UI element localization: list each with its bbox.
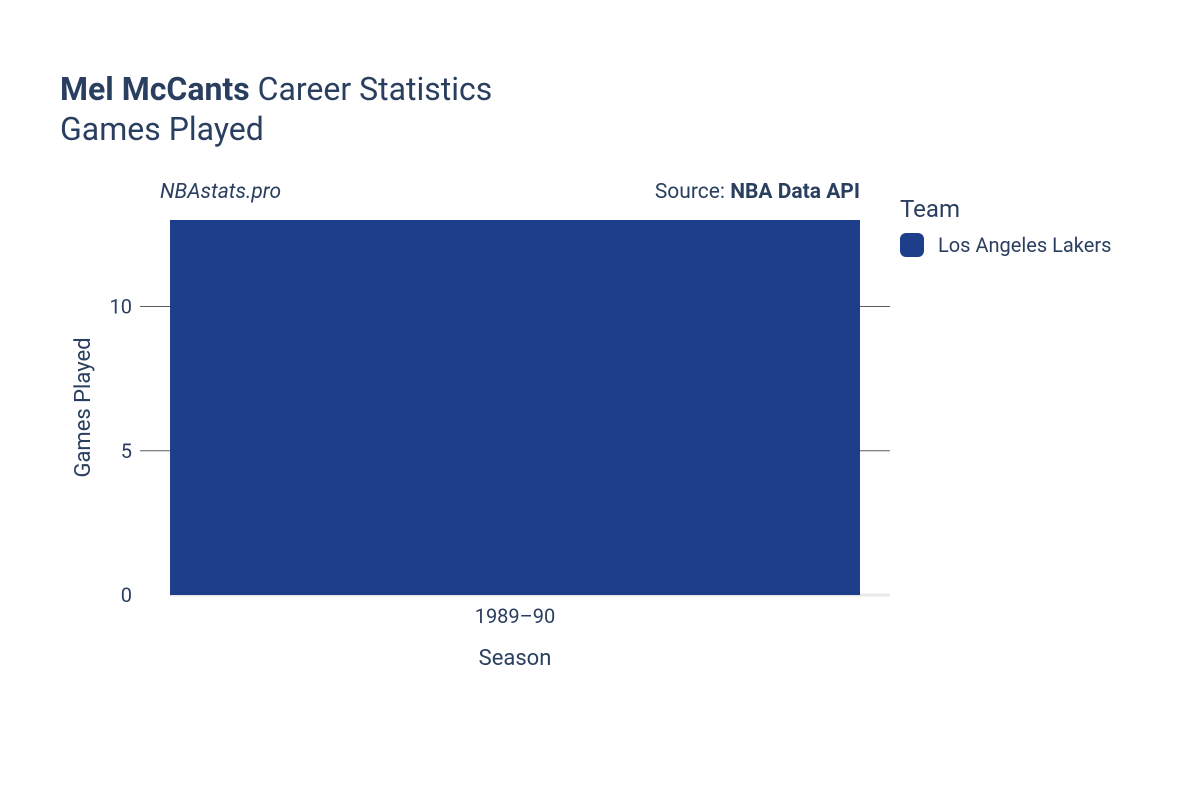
- title-metric: Games Played: [60, 110, 1140, 148]
- chart-container: Mel McCants Career Statistics Games Play…: [0, 0, 1200, 800]
- plot-area: 0 5 10 1989–90 Season Games Played: [60, 195, 890, 675]
- title-suffix: Career Statistics: [258, 70, 493, 108]
- legend: Team Los Angeles Lakers: [900, 195, 1111, 257]
- y-axis-title: Games Played: [71, 337, 96, 477]
- legend-label: Los Angeles Lakers: [938, 233, 1111, 257]
- chart-svg: 0 5 10 1989–90 Season Games Played: [60, 195, 890, 675]
- player-name: Mel McCants: [60, 70, 250, 108]
- y-tick-label: 10: [110, 295, 132, 319]
- title-line-1: Mel McCants Career Statistics: [60, 70, 1140, 108]
- y-tick-label: 0: [121, 583, 132, 607]
- legend-title: Team: [900, 195, 1111, 223]
- legend-items: Los Angeles Lakers: [900, 233, 1111, 257]
- legend-swatch: [900, 233, 924, 257]
- y-tick-label: 5: [121, 439, 132, 463]
- x-axis-title: Season: [479, 646, 552, 671]
- bar: [170, 220, 860, 595]
- legend-item: Los Angeles Lakers: [900, 233, 1111, 257]
- x-tick-label: 1989–90: [475, 604, 556, 628]
- title-block: Mel McCants Career Statistics Games Play…: [60, 70, 1140, 149]
